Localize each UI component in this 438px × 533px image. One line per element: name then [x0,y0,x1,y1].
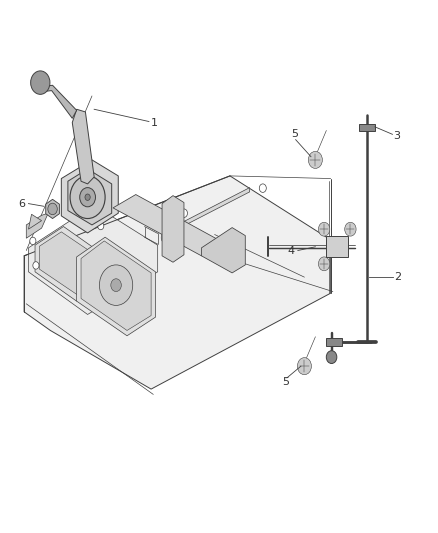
Circle shape [31,71,50,94]
Polygon shape [72,109,94,184]
Circle shape [318,222,330,236]
Circle shape [70,176,105,219]
Circle shape [98,222,104,230]
Polygon shape [35,227,105,301]
Polygon shape [77,237,155,336]
Circle shape [326,351,337,364]
Text: 4: 4 [287,246,294,255]
Circle shape [169,229,177,240]
Circle shape [80,188,95,207]
Polygon shape [68,169,112,225]
Circle shape [48,203,57,215]
Text: 2: 2 [394,272,401,282]
Polygon shape [24,176,331,389]
Circle shape [99,265,133,305]
Polygon shape [326,338,342,346]
Circle shape [85,194,90,200]
Circle shape [259,184,266,192]
Text: 1: 1 [151,118,158,127]
Polygon shape [39,232,101,296]
Circle shape [177,232,186,243]
Polygon shape [175,188,250,230]
Circle shape [161,232,170,243]
Circle shape [30,237,36,245]
Polygon shape [359,124,375,131]
Circle shape [180,209,187,217]
Polygon shape [28,205,158,314]
Polygon shape [113,195,223,256]
Polygon shape [28,214,42,229]
Text: 3: 3 [393,131,400,141]
Polygon shape [201,228,245,273]
Circle shape [345,222,356,236]
Polygon shape [162,196,184,262]
Polygon shape [61,160,118,233]
Circle shape [297,358,311,375]
Circle shape [33,262,39,269]
Circle shape [318,257,330,271]
Polygon shape [46,199,60,219]
Text: 5: 5 [291,130,298,139]
Polygon shape [42,85,77,118]
Polygon shape [81,241,151,330]
Text: 5: 5 [283,377,290,387]
Text: 6: 6 [18,199,25,208]
Circle shape [111,279,121,292]
Circle shape [308,151,322,168]
Polygon shape [26,213,48,238]
Polygon shape [326,236,348,257]
